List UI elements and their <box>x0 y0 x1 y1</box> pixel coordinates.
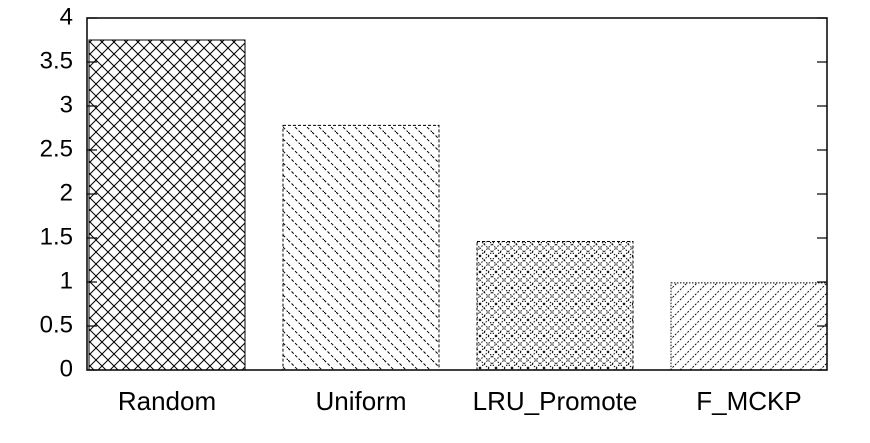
x-tick-label: Uniform <box>315 386 406 416</box>
y-tick-label: 2.5 <box>40 135 73 162</box>
y-tick-label: 1 <box>60 267 73 294</box>
bar-random <box>88 39 246 371</box>
bar-f-mckp <box>670 282 828 371</box>
y-tick-label: 0 <box>60 355 73 382</box>
x-tick-label: Random <box>118 386 216 416</box>
y-tick-label: 0.5 <box>40 311 73 338</box>
y-tick-label: 3.5 <box>40 47 73 74</box>
y-tick-label: 3 <box>60 91 73 118</box>
bar-lru-promote <box>476 241 634 371</box>
y-tick-label: 2 <box>60 179 73 206</box>
bar-uniform <box>282 124 440 371</box>
x-tick-label: LRU_Promote <box>473 386 638 416</box>
y-tick-label: 4 <box>60 3 73 30</box>
bars <box>88 39 828 371</box>
x-tick-label: F_MCKP <box>696 386 801 416</box>
plot-frame <box>86 17 828 371</box>
y-tick-label: 1.5 <box>40 223 73 250</box>
x-axis: Random Uniform LRU_Promote F_MCKP <box>118 386 802 416</box>
